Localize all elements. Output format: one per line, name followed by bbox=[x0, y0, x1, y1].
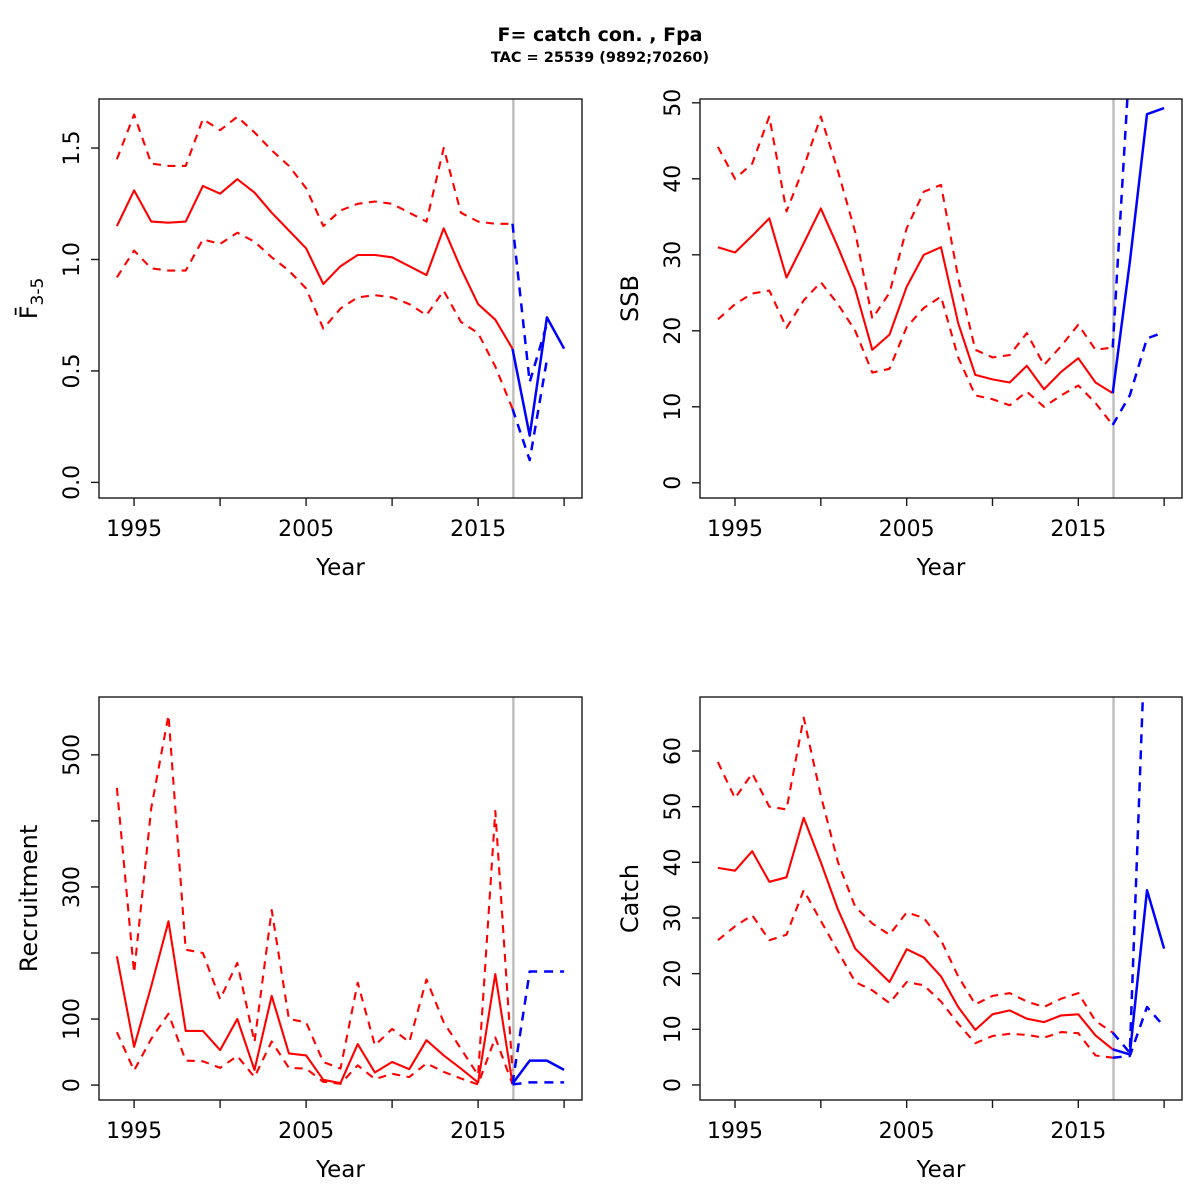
y-tick-label: 0.5 bbox=[60, 353, 85, 388]
y-tick-label: 20 bbox=[661, 960, 686, 988]
y-tick-label: 100 bbox=[60, 998, 85, 1040]
y-tick-label: 0.0 bbox=[60, 465, 85, 500]
x-tick-label: 2005 bbox=[278, 517, 334, 542]
historical-upper-ci-line bbox=[115, 714, 514, 1077]
plot-border bbox=[699, 696, 1183, 1101]
y-tick-label: 30 bbox=[661, 904, 686, 932]
y-axis-title: SSB bbox=[616, 275, 644, 322]
y-tick-label: 10 bbox=[661, 393, 686, 421]
y-axis-title: Recruitment bbox=[15, 825, 43, 972]
historical-upper-ci-line bbox=[115, 113, 513, 228]
x-tick-label: 2015 bbox=[1050, 1119, 1106, 1144]
historical-median-line bbox=[717, 816, 1114, 1051]
x-tick-label: 1995 bbox=[106, 1119, 162, 1144]
y-tick-label: 1.0 bbox=[60, 242, 85, 277]
x-tick-label: 2005 bbox=[278, 1119, 334, 1144]
plot-border bbox=[699, 98, 1183, 499]
y-tick-label: 40 bbox=[661, 165, 686, 193]
historical-lower-ci-line bbox=[717, 281, 1114, 426]
forecast-median-line bbox=[511, 1059, 565, 1085]
chart-title: F= catch con. , Fpa bbox=[497, 24, 703, 46]
series-group-f bbox=[115, 113, 566, 462]
y-tick-label: 60 bbox=[661, 737, 686, 765]
forecast-upper-ci-line bbox=[1111, 99, 1129, 348]
historical-median-line bbox=[717, 207, 1114, 394]
chart-subtitle: TAC = 25539 (9892;70260) bbox=[490, 50, 710, 66]
historical-lower-ci-line bbox=[717, 889, 1113, 1059]
forecast-median-line bbox=[511, 316, 566, 437]
plot-border bbox=[98, 98, 583, 499]
y-axis-title: F̄3-5 bbox=[14, 278, 48, 320]
y-tick-label: 10 bbox=[661, 1015, 686, 1043]
series-group-catch bbox=[716, 697, 1166, 1059]
y-tick-label: 40 bbox=[661, 848, 686, 876]
historical-lower-ci-line bbox=[116, 231, 514, 410]
panel-f: 1995 2005 2015 Year 0.0 0.5 1.0 1.5 F̄3-5 bbox=[14, 98, 583, 581]
x-tick-label: 2015 bbox=[450, 517, 506, 542]
plot-border bbox=[98, 696, 583, 1101]
forecast-median-line bbox=[1112, 888, 1166, 1056]
x-tick-label: 1995 bbox=[707, 1119, 763, 1144]
forecast-upper-ci-line bbox=[1111, 697, 1145, 1054]
y-tick-label: 300 bbox=[60, 866, 85, 908]
series-group-ssb bbox=[716, 99, 1165, 426]
forecast-lower-ci-line bbox=[1111, 331, 1165, 426]
x-tick-label: 1995 bbox=[707, 517, 763, 542]
forecast-median-line bbox=[1111, 106, 1165, 394]
x-axis-title: Year bbox=[916, 555, 966, 581]
historical-median-line bbox=[115, 920, 514, 1085]
panel-catch: 1995 2005 2015 Year 0 10 20 30 40 50 60 Catch bbox=[616, 696, 1183, 1183]
x-tick-label: 2005 bbox=[879, 517, 935, 542]
x-axis-title: Year bbox=[315, 1157, 365, 1183]
x-axis-title: Year bbox=[916, 1157, 966, 1183]
x-tick-label: 1995 bbox=[106, 517, 162, 542]
series-group-recruitment bbox=[115, 714, 565, 1086]
forecast-lower-ci-line bbox=[512, 1081, 565, 1086]
y-tick-label: 20 bbox=[661, 317, 686, 345]
panel-ssb: 1995 2005 2015 Year 0 10 20 30 40 50 SSB bbox=[616, 89, 1183, 581]
historical-lower-ci-line bbox=[115, 1012, 514, 1086]
y-tick-label: 0 bbox=[60, 1078, 85, 1092]
x-tick-label: 2005 bbox=[879, 1119, 935, 1144]
forecast-upper-ci-line bbox=[511, 970, 565, 1084]
y-tick-label: 50 bbox=[661, 793, 686, 821]
y-tick-label: 0 bbox=[661, 476, 686, 490]
x-axis-title: Year bbox=[315, 555, 365, 581]
y-tick-label: 30 bbox=[661, 241, 686, 269]
forecast-lower-ci-line bbox=[511, 359, 549, 462]
panel-recruitment: 1995 2005 2015 Year 0 100 300 500 Recruitment bbox=[15, 696, 583, 1183]
forecast-upper-ci-line bbox=[511, 223, 549, 384]
historical-upper-ci-line bbox=[716, 115, 1113, 367]
forecast-lower-ci-line bbox=[1112, 1005, 1166, 1059]
y-tick-label: 0 bbox=[661, 1078, 686, 1092]
historical-median-line bbox=[115, 178, 514, 350]
historical-upper-ci-line bbox=[716, 716, 1114, 1034]
x-tick-label: 2015 bbox=[1050, 517, 1106, 542]
y-tick-label: 500 bbox=[60, 734, 85, 776]
y-tick-label: 50 bbox=[661, 89, 686, 117]
x-tick-label: 2015 bbox=[450, 1119, 506, 1144]
y-tick-label: 1.5 bbox=[60, 131, 85, 166]
y-axis-title: Catch bbox=[616, 864, 644, 933]
